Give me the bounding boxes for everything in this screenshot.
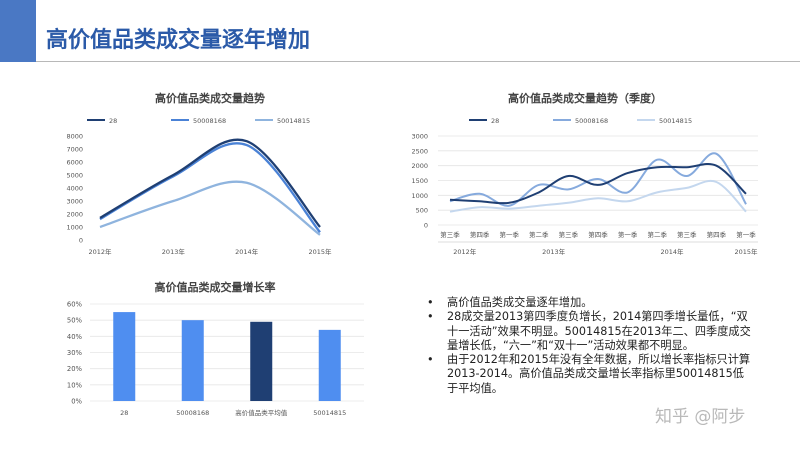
x-tick-label: 50014815: [313, 409, 346, 417]
y-tick-label: 0%: [71, 398, 82, 406]
x-tick-label: 第三季: [677, 230, 697, 239]
series-line: [449, 179, 747, 213]
series-line: [449, 162, 747, 205]
y-tick-label: 2000: [66, 211, 83, 219]
x-tick-label: 第一季: [736, 230, 756, 239]
y-tick-label: 500: [416, 207, 428, 215]
x-tick-label: 第一季: [499, 230, 519, 239]
legend-label: 28: [491, 117, 499, 125]
y-tick-label: 3000: [411, 133, 428, 141]
notes-list: • 高价值品类成交量逐年增加。 • 28成交量2013第四季度负增长，2014第四季…: [425, 296, 755, 396]
chart-title: 高价值品类成交量趋势: [155, 91, 265, 105]
watermark: 知乎 @阿步: [655, 407, 746, 427]
growth-rate-chart: 高价值品类成交量增长率 0% 10% 20% 30% 40% 50% 60% 28 5000816…: [67, 280, 364, 417]
y-tick-label: 8000: [66, 133, 83, 141]
title-accent-bar: [0, 0, 36, 62]
page-title: 高价值品类成交量逐年增加: [46, 28, 311, 53]
bullet-icon: •: [427, 310, 434, 324]
series-line: [99, 138, 321, 228]
x-tick-label: 第四季: [707, 230, 727, 239]
legend-label: 50008168: [193, 117, 226, 125]
y-tick-label: 1500: [411, 177, 428, 185]
y-tick-label: 6000: [66, 159, 83, 167]
x-tick-label: 第二季: [647, 230, 667, 239]
y-tick-label: 0: [79, 237, 83, 245]
y-tick-label: 2500: [411, 147, 428, 155]
x-tick-label: 第三季: [440, 230, 460, 239]
y-tick-label: 2000: [411, 162, 428, 170]
y-tick-label: 0: [424, 222, 428, 230]
chart-title: 高价值品类成交量趋势（季度）: [508, 91, 662, 105]
bullet-icon: •: [427, 296, 434, 309]
title-divider: [36, 61, 800, 62]
year-label: 2012年: [453, 247, 477, 256]
y-tick-label: 7000: [66, 146, 83, 154]
x-tick-label: 第一季: [618, 230, 638, 239]
y-tick-label: 60%: [67, 301, 83, 309]
x-tick-label: 第四季: [470, 230, 490, 239]
x-tick-label: 2013年: [162, 247, 186, 256]
y-tick-label: 1000: [66, 224, 83, 232]
chart-title: 高价值品类成交量增长率: [155, 280, 276, 294]
y-tick-label: 50%: [67, 317, 83, 325]
series-line: [99, 180, 321, 236]
legend-label: 50014815: [659, 117, 692, 125]
y-tick-label: 3000: [66, 198, 83, 206]
bar: [250, 321, 273, 401]
y-tick-label: 5000: [66, 172, 83, 180]
y-tick-label: 10%: [67, 381, 83, 389]
x-tick-label: 2015年: [308, 247, 332, 256]
y-tick-label: 30%: [67, 349, 83, 357]
quarterly-trend-chart: 高价值品类成交量趋势（季度） 28 50008168 50014815 0 500 1000…: [411, 91, 758, 256]
x-tick-label: 第三季: [559, 230, 579, 239]
x-tick-label: 2012年: [88, 247, 112, 256]
legend-label: 50008168: [575, 117, 608, 125]
note-item: • 28成交量2013第四季度负增长，2014第四季增长量低，“双十一活动”效果不…: [427, 310, 751, 352]
yearly-trend-chart: 高价值品类成交量趋势 28 50008168 50014815 0 1000 2000 300…: [66, 91, 332, 256]
x-tick-label: 第四季: [588, 230, 608, 239]
note-item: • 高价值品类成交量逐年增加。: [427, 296, 593, 309]
legend-label: 28: [109, 117, 117, 125]
x-tick-label: 28: [120, 409, 128, 417]
x-tick-label: 高价值品类平均值: [235, 408, 288, 417]
year-label: 2015年: [734, 247, 758, 256]
x-tick-label: 50008168: [176, 409, 209, 417]
x-tick-label: 2014年: [235, 247, 259, 256]
legend-label: 50014815: [277, 117, 310, 125]
y-tick-label: 20%: [67, 365, 83, 373]
y-tick-label: 1000: [411, 192, 428, 200]
year-label: 2013年: [542, 247, 566, 256]
bullet-icon: •: [427, 353, 434, 367]
note-item: • 由于2012年和2015年没有全年数据，所以增长率指标只计算2013-2014…: [427, 353, 751, 395]
bar: [181, 320, 204, 401]
year-label: 2014年: [660, 247, 684, 256]
bar: [318, 329, 341, 401]
y-tick-label: 4000: [66, 185, 83, 193]
bar: [113, 312, 136, 401]
y-tick-label: 40%: [67, 333, 83, 341]
x-tick-label: 第二季: [529, 230, 549, 239]
